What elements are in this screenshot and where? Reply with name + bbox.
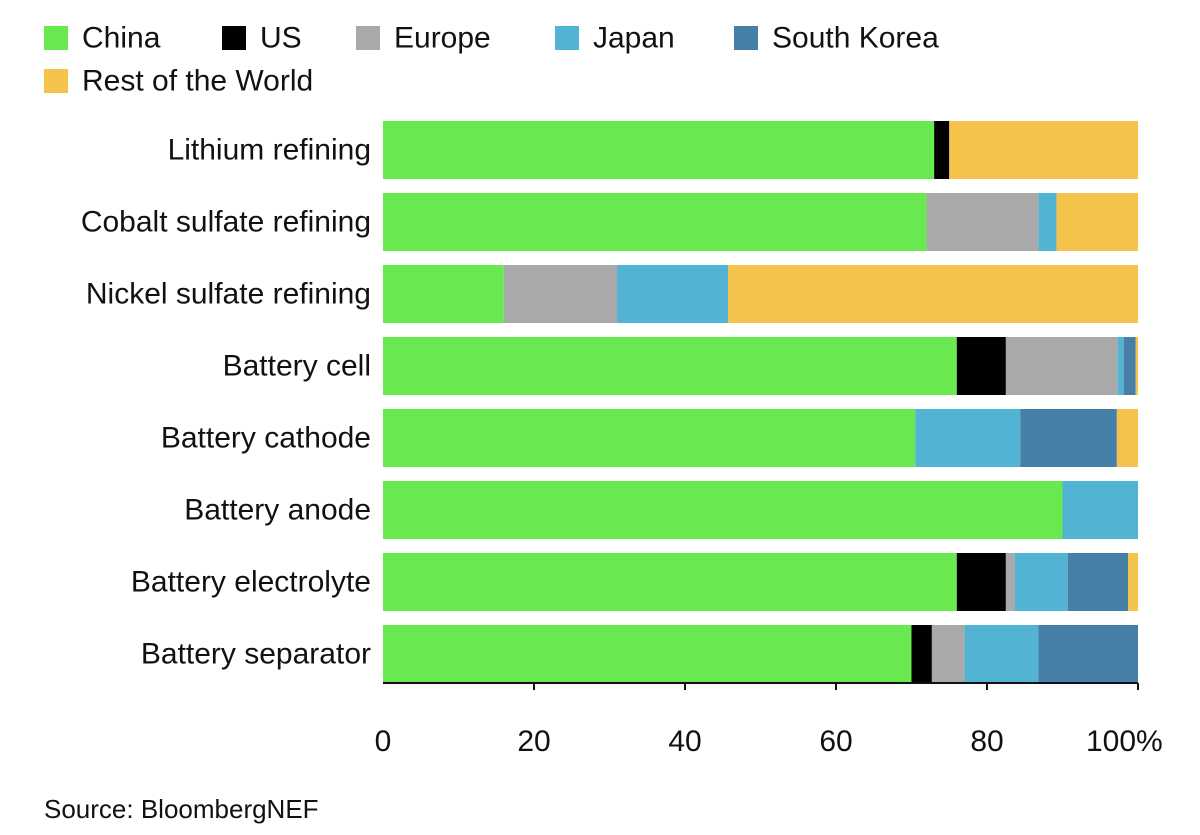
legend-label-us: US xyxy=(260,22,302,55)
bar-segment-cobalt-sulfate-refining-rest-of-the-world xyxy=(1056,193,1138,251)
category-label-cobalt-sulfate-refining: Cobalt sulfate refining xyxy=(81,206,371,239)
bar-segment-battery-cathode-south-korea xyxy=(1020,409,1117,467)
bar-segment-battery-electrolyte-south-korea xyxy=(1067,553,1129,611)
bar-segment-lithium-refining-rest-of-the-world xyxy=(949,121,1138,179)
bar-segment-battery-separator-us xyxy=(911,625,932,683)
bar-segment-lithium-refining-china xyxy=(383,121,935,179)
source-note: Source: BloombergNEF xyxy=(44,794,319,824)
legend-swatch-rest-of-the-world xyxy=(44,69,68,93)
legend-label-japan: Japan xyxy=(593,22,675,55)
category-label-battery-anode: Battery anode xyxy=(184,494,371,527)
bar-segment-battery-anode-japan xyxy=(1062,481,1138,539)
legend-swatch-japan xyxy=(555,26,579,50)
bar-segment-battery-electrolyte-japan xyxy=(1014,553,1068,611)
x-tick-label-80: 80 xyxy=(970,725,1003,758)
legend-swatch-china xyxy=(44,26,68,50)
bar-segment-battery-cathode-rest-of-the-world xyxy=(1116,409,1138,467)
bar-segment-nickel-sulfate-refining-europe xyxy=(503,265,618,323)
bar-segment-battery-separator-china xyxy=(383,625,912,683)
legend-swatch-south-korea xyxy=(734,26,758,50)
category-labels: Lithium refining Cobalt sulfate refining N… xyxy=(81,134,371,671)
bar-segment-battery-electrolyte-us xyxy=(956,553,1006,611)
legend-swatch-europe xyxy=(356,26,380,50)
category-label-lithium-refining: Lithium refining xyxy=(168,134,371,167)
category-label-battery-electrolyte: Battery electrolyte xyxy=(131,566,371,599)
bar-segment-cobalt-sulfate-refining-japan xyxy=(1038,193,1057,251)
bar-segment-battery-electrolyte-rest-of-the-world xyxy=(1128,553,1138,611)
legend-label-china: China xyxy=(82,22,161,55)
bar-segment-cobalt-sulfate-refining-china xyxy=(383,193,927,251)
bar-segment-battery-electrolyte-europe xyxy=(1005,553,1015,611)
bar-segment-cobalt-sulfate-refining-europe xyxy=(926,193,1039,251)
x-tick-label-0: 0 xyxy=(375,725,392,758)
bar-segment-battery-cell-europe xyxy=(1005,337,1118,395)
category-label-nickel-sulfate-refining: Nickel sulfate refining xyxy=(86,278,371,311)
bar-segment-battery-cell-us xyxy=(956,337,1006,395)
category-label-battery-separator: Battery separator xyxy=(141,638,371,671)
bar-segment-battery-separator-south-korea xyxy=(1038,625,1138,683)
legend-label-rest-of-the-world: Rest of the World xyxy=(82,65,313,98)
bar-segment-battery-cell-rest-of-the-world xyxy=(1135,337,1138,395)
legend-label-europe: Europe xyxy=(394,22,491,55)
x-tick-label-100: 100% xyxy=(1086,725,1163,758)
bar-segment-nickel-sulfate-refining-china xyxy=(383,265,504,323)
legend-swatch-us xyxy=(222,26,246,50)
bar-segment-nickel-sulfate-refining-japan xyxy=(617,265,729,323)
x-axis-ticks: 0 20 40 60 80 100% xyxy=(375,683,1163,758)
x-tick-label-40: 40 xyxy=(668,725,701,758)
bar-segment-nickel-sulfate-refining-rest-of-the-world xyxy=(728,265,1138,323)
bar-segment-battery-separator-europe xyxy=(931,625,965,683)
category-label-battery-cathode: Battery cathode xyxy=(161,422,371,455)
legend-label-south-korea: South Korea xyxy=(772,22,939,55)
category-label-battery-cell: Battery cell xyxy=(223,350,371,383)
legend: China US Europe Japan South Korea Rest of the… xyxy=(44,22,939,98)
bar-segment-battery-anode-china xyxy=(383,481,1063,539)
bar-segment-battery-cell-china xyxy=(383,337,957,395)
bar-segment-battery-separator-japan xyxy=(964,625,1039,683)
bar-segment-lithium-refining-us xyxy=(934,121,950,179)
bar-area xyxy=(383,121,1138,683)
bar-segment-battery-electrolyte-china xyxy=(383,553,957,611)
x-tick-label-20: 20 xyxy=(517,725,550,758)
bar-segment-battery-cathode-japan xyxy=(915,409,1021,467)
x-tick-label-60: 60 xyxy=(819,725,852,758)
bar-segment-battery-cell-japan xyxy=(1117,337,1124,395)
bar-segment-battery-cell-south-korea xyxy=(1123,337,1136,395)
bar-segment-battery-cathode-china xyxy=(383,409,916,467)
